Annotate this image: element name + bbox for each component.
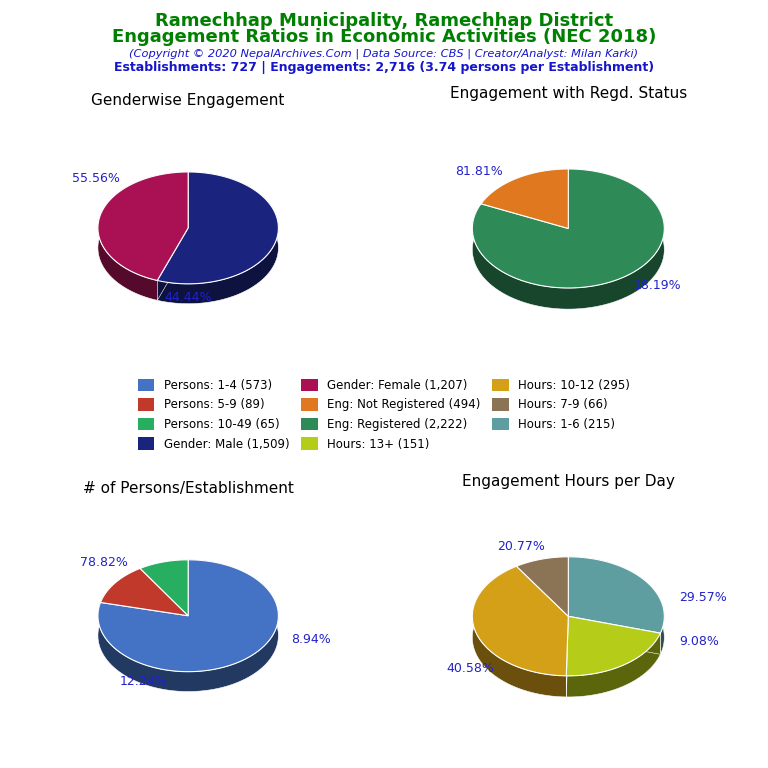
Polygon shape: [157, 228, 188, 300]
Polygon shape: [472, 169, 664, 288]
Text: 44.44%: 44.44%: [164, 291, 212, 304]
Text: 40.58%: 40.58%: [446, 662, 494, 675]
Polygon shape: [481, 169, 568, 229]
Polygon shape: [98, 560, 278, 672]
Polygon shape: [566, 633, 660, 697]
Polygon shape: [566, 616, 568, 697]
Text: 12.24%: 12.24%: [120, 674, 167, 687]
Polygon shape: [568, 616, 660, 654]
Polygon shape: [472, 169, 664, 309]
Polygon shape: [157, 228, 188, 300]
Title: Engagement with Regd. Status: Engagement with Regd. Status: [450, 86, 687, 101]
Text: Ramechhap Municipality, Ramechhap District: Ramechhap Municipality, Ramechhap Distri…: [155, 12, 613, 30]
Polygon shape: [566, 616, 568, 697]
Polygon shape: [157, 172, 278, 303]
Polygon shape: [568, 616, 660, 654]
Polygon shape: [101, 568, 188, 616]
Polygon shape: [157, 172, 278, 284]
Title: Genderwise Engagement: Genderwise Engagement: [91, 93, 285, 108]
Polygon shape: [568, 557, 664, 633]
Text: 20.77%: 20.77%: [497, 541, 545, 554]
Text: 78.82%: 78.82%: [80, 556, 128, 569]
Text: 8.94%: 8.94%: [291, 633, 331, 646]
Legend: Persons: 1-4 (573), Persons: 5-9 (89), Persons: 10-49 (65), Gender: Male (1,509): Persons: 1-4 (573), Persons: 5-9 (89), P…: [137, 379, 631, 451]
Text: 9.08%: 9.08%: [679, 635, 719, 648]
Text: 18.19%: 18.19%: [634, 279, 682, 292]
Title: Engagement Hours per Day: Engagement Hours per Day: [462, 474, 675, 489]
Polygon shape: [472, 566, 568, 676]
Text: Establishments: 727 | Engagements: 2,716 (3.74 persons per Establishment): Establishments: 727 | Engagements: 2,716…: [114, 61, 654, 74]
Title: # of Persons/Establishment: # of Persons/Establishment: [83, 481, 293, 496]
Text: 55.56%: 55.56%: [71, 172, 120, 185]
Polygon shape: [98, 560, 278, 691]
Polygon shape: [568, 557, 664, 654]
Text: Engagement Ratios in Economic Activities (NEC 2018): Engagement Ratios in Economic Activities…: [112, 28, 656, 46]
Polygon shape: [566, 616, 660, 676]
Text: 81.81%: 81.81%: [455, 165, 503, 178]
Polygon shape: [516, 557, 568, 616]
Polygon shape: [472, 566, 566, 697]
Text: 29.57%: 29.57%: [679, 591, 727, 604]
Polygon shape: [98, 172, 188, 280]
Polygon shape: [140, 560, 188, 616]
Polygon shape: [98, 172, 188, 300]
Text: (Copyright © 2020 NepalArchives.Com | Data Source: CBS | Creator/Analyst: Milan : (Copyright © 2020 NepalArchives.Com | Da…: [130, 48, 638, 59]
